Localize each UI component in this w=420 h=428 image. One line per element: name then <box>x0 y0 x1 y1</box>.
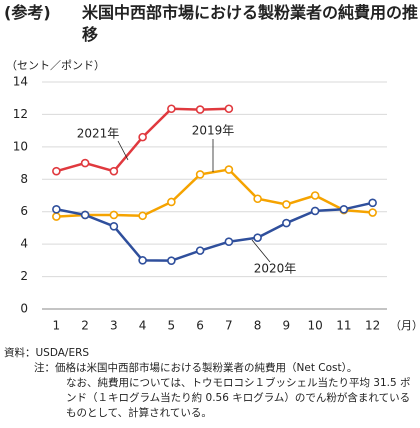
series-label: 2021年 <box>77 127 120 141</box>
y-tick-label: 6 <box>20 204 28 218</box>
x-tick-label: 1 <box>53 319 61 333</box>
y-tick-label: 10 <box>13 139 28 153</box>
marker <box>52 204 61 214</box>
x-tick-label: 11 <box>336 319 351 333</box>
marker <box>167 104 176 114</box>
series-label: 2019年 <box>192 124 235 138</box>
x-tick-label: 5 <box>168 319 176 333</box>
marker <box>368 198 377 208</box>
marker <box>224 104 234 114</box>
marker <box>282 218 291 228</box>
y-axis-label: （セント／ポンド） <box>6 59 105 72</box>
marker <box>138 132 147 142</box>
y-tick-label: 0 <box>20 302 28 316</box>
leader-line <box>251 239 271 263</box>
x-axis-label: （月） <box>390 319 420 332</box>
marker <box>80 158 90 168</box>
marker <box>195 105 205 114</box>
series-line <box>56 168 373 218</box>
y-tick-label: 4 <box>20 237 28 251</box>
x-tick-label: 10 <box>307 319 322 333</box>
series-label: 2020年 <box>254 262 297 276</box>
x-tick-label: 7 <box>225 319 233 333</box>
marker <box>138 211 147 221</box>
marker <box>109 210 119 220</box>
marker <box>80 210 90 220</box>
marker <box>138 256 147 265</box>
marker <box>368 208 377 217</box>
marker <box>109 166 119 176</box>
title-label: (参考) <box>4 3 51 22</box>
x-tick-label: 3 <box>110 319 118 333</box>
source: 資料：USDA/ERS <box>4 347 90 359</box>
marker <box>282 200 291 209</box>
marker <box>224 237 234 247</box>
marker <box>195 170 205 179</box>
y-tick-label: 8 <box>20 172 28 186</box>
marker <box>253 194 262 204</box>
x-tick-label: 4 <box>139 319 147 333</box>
x-tick-label: 9 <box>283 319 291 333</box>
marker <box>339 204 349 214</box>
note: 注：価格は米国中西部市場における製粉業者の純費用（Net Cost）。 <box>34 362 358 374</box>
marker <box>52 166 61 176</box>
note: なお、純費用については、トウモロコシ１ブッシェル当たり平均 31.5 ポンド（１… <box>66 377 411 419</box>
chart-title: 米国中西部市場における製粉業者の純費用の推移 <box>82 3 419 44</box>
x-tick-label: 6 <box>196 319 204 333</box>
x-tick-label: 2 <box>81 319 89 333</box>
x-tick-label: 8 <box>254 319 262 333</box>
marker <box>167 197 176 207</box>
y-tick-label: 14 <box>13 75 28 89</box>
leader-line <box>117 140 129 161</box>
marker <box>310 206 320 216</box>
y-tick-label: 12 <box>13 107 28 121</box>
marker <box>52 212 61 221</box>
title-block: (参考) 米国中西部市場における製粉業者の純費用の推移 <box>4 2 418 46</box>
marker <box>253 233 262 242</box>
marker <box>109 222 119 231</box>
marker <box>224 165 234 174</box>
marker <box>167 256 176 265</box>
notes: 資料：USDA/ERS 注：価格は米国中西部市場における製粉業者の純費用（Net… <box>4 346 416 421</box>
marker <box>195 246 205 255</box>
x-tick-label: 12 <box>365 319 380 333</box>
marker <box>310 191 320 200</box>
series-line <box>56 201 373 262</box>
y-tick-label: 2 <box>20 269 28 283</box>
